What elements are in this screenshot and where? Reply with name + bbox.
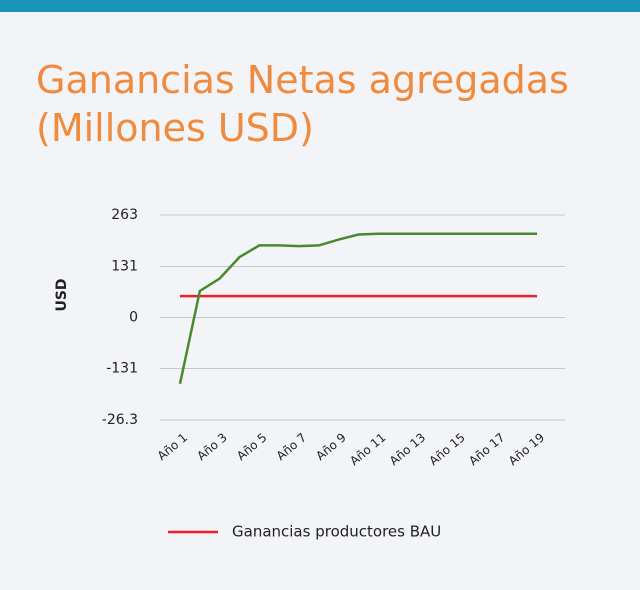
legend-label: Ganancias productores BAU	[232, 523, 441, 541]
chart-title: Ganancias Netas agregadas (Millones USD)	[36, 58, 569, 150]
y-tick-label: 0	[129, 310, 138, 326]
y-tick-label: 131	[111, 258, 138, 274]
y-tick-label: 263	[111, 207, 138, 223]
line	[178, 232, 537, 385]
y-tick-label: -26.3	[102, 412, 138, 428]
top-bar	[0, 0, 640, 12]
title-line: (Millones USD)	[36, 106, 314, 150]
y-axis-label: USD	[54, 278, 70, 311]
title-line: Ganancias Netas agregadas	[36, 58, 569, 102]
y-tick-label: -131	[106, 361, 138, 377]
